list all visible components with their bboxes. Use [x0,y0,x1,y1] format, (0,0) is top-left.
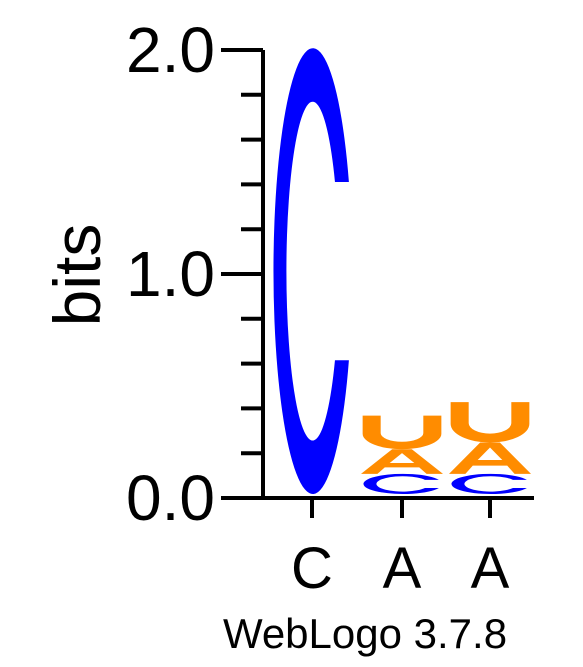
x-tick-label: C [291,536,333,601]
letter-stacks [273,48,531,494]
letter-u-glyph [450,402,530,443]
stack-position-2 [361,415,443,494]
letter-u-glyph [362,415,442,450]
y-tick-label: 0.0 [126,462,215,534]
y-ticks: 0.0 1.0 2.0 [126,14,263,534]
stack-position-1 [273,48,349,494]
letter-c-glyph [451,473,527,494]
weblogo-credit: WebLogo 3.7.8 [223,610,507,657]
y-axis-label: bits [40,224,114,327]
letter-c-glyph [273,48,349,494]
y-tick-label: 1.0 [126,238,215,310]
x-tick-label: A [383,536,422,601]
y-tick-label: 2.0 [126,14,215,86]
letter-c-glyph [363,473,439,494]
stack-position-3 [449,402,531,494]
letter-a-glyph [449,442,531,474]
x-tick-label: A [471,536,510,601]
letter-a-glyph [361,449,443,474]
